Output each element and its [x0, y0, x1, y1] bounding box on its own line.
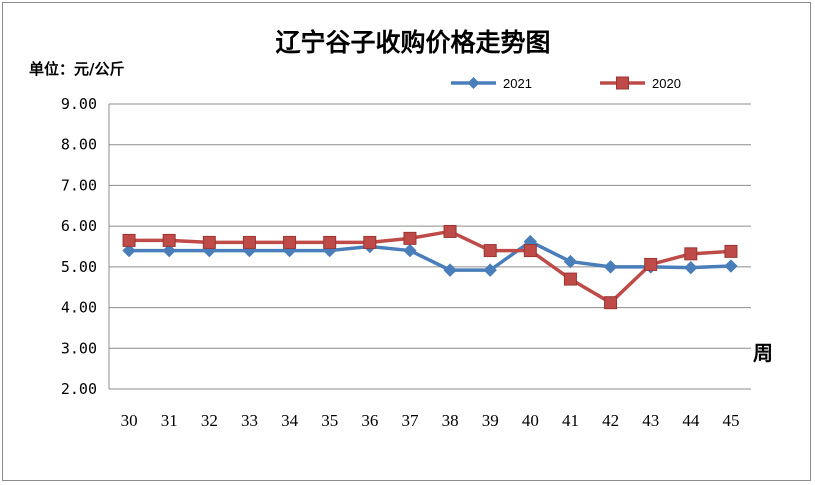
y-axis-ticks: 2.00 3.00 4.00 5.00 6.00 7.00 8.00 9.00 [61, 95, 97, 398]
legend-label-2020: 2020 [652, 76, 681, 91]
data-point-2021 [122, 243, 136, 258]
legend-marker-2021 [467, 77, 480, 89]
y-axis-unit-label: 单位：元/公斤 [29, 60, 124, 78]
x-axis-label: 周 [753, 341, 773, 365]
data-point-2020 [563, 272, 577, 286]
legend-label-2021: 2021 [503, 76, 532, 91]
x-tick-label: 42 [602, 411, 619, 430]
y-tick-label: 2.00 [61, 380, 97, 398]
gridlines [108, 103, 751, 390]
y-tick-label: 9.00 [61, 95, 97, 113]
x-tick-label: 38 [442, 411, 459, 430]
data-point-2020 [323, 235, 337, 249]
data-point-2021 [162, 243, 176, 258]
series-line-2020 [129, 229, 732, 305]
x-tick-label: 39 [482, 411, 499, 430]
data-point-2020 [684, 247, 698, 261]
data-point-2020 [283, 235, 297, 249]
x-tick-label: 34 [281, 411, 299, 430]
chart-svg: 辽宁谷子收购价格走势图 单位：元/公斤 周 2.00 3.00 4.00 5.00 6.… [29, 28, 773, 430]
x-tick-label: 33 [241, 411, 258, 430]
x-tick-label: 44 [682, 411, 700, 430]
data-point-2021 [443, 263, 457, 277]
series-line-2021 [129, 239, 732, 272]
x-tick-label: 45 [722, 411, 739, 430]
data-point-2021 [684, 260, 698, 275]
data-point-2021 [483, 263, 497, 277]
data-point-2021 [724, 259, 738, 273]
y-tick-label: 7.00 [61, 176, 97, 194]
data-point-2020 [162, 233, 176, 247]
y-tick-label: 8.00 [61, 136, 97, 154]
data-point-2020 [242, 235, 256, 249]
y-tick-label: 4.00 [61, 299, 97, 317]
data-point-2020 [443, 224, 457, 238]
x-tick-label: 31 [161, 411, 178, 430]
data-point-2020 [202, 235, 216, 249]
data-point-2020 [523, 244, 537, 258]
data-point-2020 [403, 231, 417, 245]
data-point-2020 [604, 296, 618, 310]
data-point-2020 [724, 244, 738, 258]
x-tick-label: 37 [401, 411, 419, 430]
y-tick-label: 5.00 [61, 258, 97, 276]
series-lines [122, 224, 738, 310]
data-point-2020 [122, 233, 136, 247]
data-point-2021 [403, 243, 417, 258]
data-point-2021 [563, 254, 578, 269]
data-point-2020 [363, 235, 377, 249]
chart-title: 辽宁谷子收购价格走势图 [275, 28, 550, 57]
x-tick-label: 43 [642, 411, 659, 430]
x-axis-ticks: 30 31 32 33 34 35 36 37 38 39 40 41 42 43 44 45 [121, 411, 740, 430]
legend-marker-2020 [616, 76, 629, 90]
data-point-2021 [603, 260, 618, 274]
y-tick-label: 3.00 [61, 339, 97, 357]
x-tick-label: 32 [201, 411, 218, 430]
legend: 2021 2020 [451, 76, 681, 91]
x-tick-label: 30 [121, 411, 138, 430]
y-tick-label: 6.00 [61, 217, 97, 235]
x-tick-label: 40 [522, 411, 539, 430]
x-tick-label: 41 [562, 411, 579, 430]
x-tick-label: 35 [321, 411, 338, 430]
x-tick-label: 36 [361, 411, 378, 430]
data-point-2020 [483, 244, 497, 258]
data-point-2020 [644, 257, 658, 271]
